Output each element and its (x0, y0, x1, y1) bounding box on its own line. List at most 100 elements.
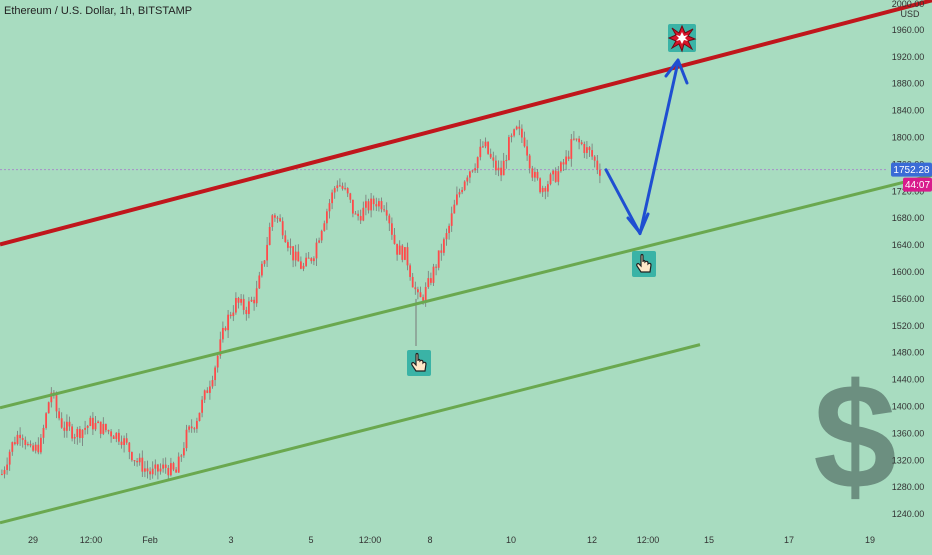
candle-body (289, 246, 292, 248)
price-tick-label: 1400.00 (892, 402, 925, 412)
candle-body (206, 390, 209, 393)
candle-body (593, 156, 596, 161)
price-tick-label: 2000.00 (892, 0, 925, 9)
candle-body (396, 243, 398, 255)
candle-body (362, 207, 365, 221)
dollar-sign-icon: $ (813, 352, 896, 520)
candle-body (575, 138, 578, 140)
candle-body (513, 129, 515, 136)
candle-body (310, 258, 313, 262)
candle-body (539, 178, 541, 193)
candle-body (432, 266, 435, 283)
candle-body (255, 288, 258, 304)
projection-arrow[interactable] (604, 58, 689, 236)
candle-body (110, 431, 112, 437)
candle-body (102, 423, 105, 434)
candle-body (229, 314, 232, 317)
candle-body (86, 425, 89, 428)
candle-body (99, 421, 102, 434)
candle-body (300, 261, 302, 269)
time-tick-label: 12:00 (80, 535, 103, 545)
candle-body (193, 428, 196, 430)
candle-body (55, 395, 58, 412)
support-trendline-lower[interactable] (0, 343, 701, 525)
candle-body (3, 470, 6, 475)
candle-body (554, 170, 557, 182)
candle-body (414, 287, 417, 290)
candle-body (16, 434, 19, 445)
candle-body (149, 471, 151, 475)
candle-body (476, 157, 479, 169)
candle-body (209, 386, 211, 393)
time-tick-label: 5 (308, 535, 313, 545)
price-tick-label: 1920.00 (892, 52, 925, 62)
candle-body (105, 423, 107, 431)
candle-body (583, 144, 586, 153)
candle-body (567, 156, 570, 159)
candle-body (198, 412, 201, 421)
candle-body (8, 451, 11, 465)
candle-body (159, 468, 162, 472)
candle-body (76, 428, 79, 437)
candle-body (235, 297, 237, 313)
support-trendline-upper[interactable] (0, 173, 932, 410)
candle-body (29, 443, 32, 446)
candle-body (47, 402, 50, 414)
candle-body (354, 213, 357, 215)
candle-body (237, 297, 240, 303)
candle-body (268, 227, 271, 245)
candle-body (430, 278, 432, 283)
candle-body (323, 223, 326, 231)
candle-body (115, 432, 118, 439)
candle-body (60, 418, 63, 428)
candle-body (214, 367, 216, 381)
candle-body (68, 421, 71, 427)
candle-body (359, 216, 362, 221)
candle-body (170, 463, 172, 476)
time-axis[interactable]: 29 12:00 Feb 3 5 12:00 8 10 12 12:00 15 17 19 (28, 535, 875, 545)
candle-body (172, 463, 175, 470)
candle-body (253, 299, 255, 304)
candle-body (302, 265, 305, 269)
candle-body (79, 428, 81, 439)
candle-body (261, 263, 263, 276)
candlestick-series (1, 120, 601, 480)
candle-body (528, 155, 531, 169)
candle-body (125, 438, 128, 443)
candle-body (271, 215, 274, 228)
candle-body (458, 192, 461, 195)
candle-body (578, 138, 580, 143)
candle-body (222, 327, 224, 340)
candle-body (84, 427, 86, 430)
candle-body (24, 439, 27, 445)
candle-body (175, 469, 177, 473)
candle-body (224, 327, 227, 331)
candle-body (346, 188, 349, 194)
pointing-hand-icon (632, 251, 656, 277)
resistance-trendline[interactable] (0, 0, 932, 247)
candle-body (258, 275, 261, 289)
candle-body (484, 141, 487, 147)
candle-body (133, 460, 136, 462)
candle-body (534, 171, 536, 178)
candle-body (315, 242, 318, 259)
price-tick-label: 1640.00 (892, 240, 925, 250)
candle-body (42, 427, 45, 438)
candle-body (557, 171, 560, 182)
candle-body (196, 420, 198, 429)
candle-body (118, 432, 120, 442)
candle-body (372, 198, 375, 205)
candle-body (328, 203, 331, 212)
candle-body (487, 141, 489, 154)
candle-body (279, 218, 281, 222)
candle-body (586, 147, 588, 153)
candle-body (294, 251, 297, 261)
candle-body (482, 146, 484, 148)
candle-body (370, 198, 372, 211)
candle-body (515, 126, 518, 130)
candle-body (450, 213, 453, 226)
candle-body (588, 147, 591, 151)
candle-body (505, 160, 508, 162)
candle-body (27, 443, 29, 445)
